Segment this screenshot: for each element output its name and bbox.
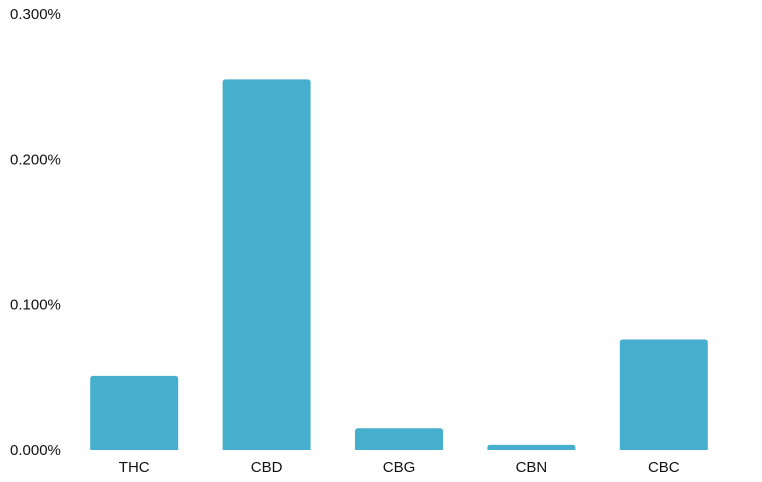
bar-cbn bbox=[487, 444, 576, 450]
x-tick-label-cbg: CBG bbox=[383, 459, 416, 476]
bar-cbg bbox=[355, 428, 443, 450]
bar-cbd bbox=[222, 79, 311, 451]
y-tick-label: 0.200% bbox=[10, 151, 61, 168]
x-tick-label-cbd: CBD bbox=[251, 459, 283, 476]
bars-group bbox=[90, 79, 708, 451]
y-tick-label: 0.000% bbox=[10, 442, 61, 459]
x-tick-label-cbc: CBC bbox=[648, 459, 680, 476]
y-tick-label: 0.300% bbox=[10, 6, 61, 23]
x-tick-label-cbn: CBN bbox=[516, 459, 548, 476]
y-axis: 0.000% 0.100% 0.200% 0.300% bbox=[10, 6, 61, 459]
bar-thc bbox=[90, 375, 179, 450]
x-tick-label-thc: THC bbox=[119, 459, 150, 476]
x-axis: THC CBD CBG CBN CBC bbox=[119, 459, 680, 476]
y-tick-label: 0.100% bbox=[10, 297, 61, 314]
bar-cbc bbox=[619, 339, 708, 450]
